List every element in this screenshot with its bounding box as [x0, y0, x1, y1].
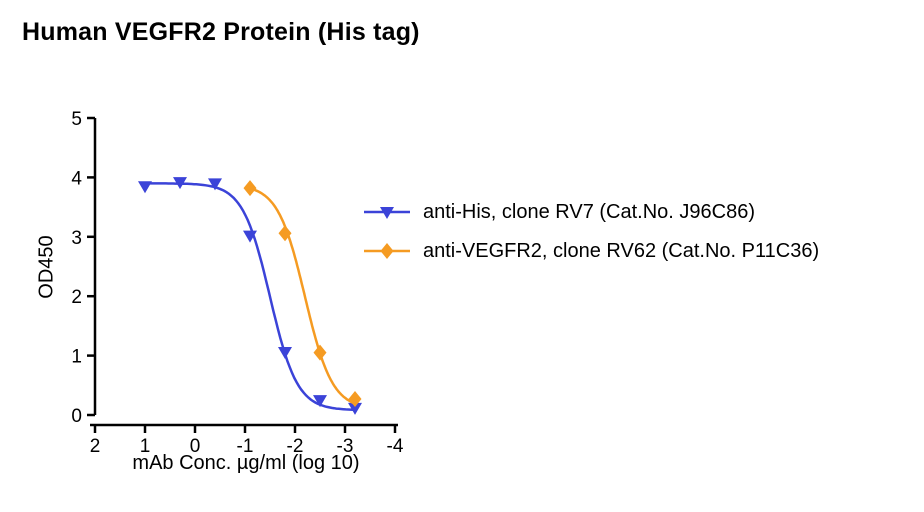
x-tick-label: 1: [140, 436, 151, 457]
triangle-down-marker-icon: [364, 207, 410, 219]
legend-item-anti-his: anti-His, clone RV7 (Cat.No. J96C86): [362, 199, 819, 225]
data-point-diamond: [243, 180, 257, 197]
data-point-triangle-down: [243, 230, 257, 243]
legend-diamond: [380, 243, 394, 259]
legend-triangle-down: [380, 207, 394, 219]
legend-label-anti-his: anti-His, clone RV7 (Cat.No. J96C86): [423, 200, 755, 223]
data-point-diamond: [278, 225, 292, 242]
legend-item-anti-vegfr2: anti-VEGFR2, clone RV62 (Cat.No. P11C36): [362, 238, 819, 264]
y-tick-label: 2: [71, 287, 82, 308]
x-tick-label: 2: [90, 436, 101, 457]
fit-curve: [249, 187, 357, 405]
y-tick-label: 1: [71, 347, 82, 368]
data-point-diamond: [313, 344, 327, 361]
data-point-triangle-down: [313, 395, 327, 408]
data-point-triangle-down: [208, 178, 222, 191]
legend: anti-His, clone RV7 (Cat.No. J96C86) ant…: [362, 199, 819, 277]
x-tick-label: -3: [337, 436, 354, 457]
data-point-triangle-down: [348, 402, 362, 415]
data-point-diamond: [348, 390, 362, 407]
x-tick-label: -1: [237, 436, 254, 457]
y-tick-label: 4: [71, 168, 82, 189]
y-tick-label: 5: [71, 109, 82, 130]
data-point-triangle-down: [138, 181, 152, 194]
data-point-triangle-down: [278, 347, 292, 360]
diamond-marker-icon: [364, 243, 410, 259]
data-point-triangle-down: [173, 177, 187, 190]
y-tick-label: 0: [71, 406, 82, 427]
x-axis-label: mAb Conc. µg/ml (log 10): [132, 452, 360, 474]
x-tick-label: -2: [287, 436, 304, 457]
chart-title: Human VEGFR2 Protein (His tag): [22, 18, 420, 46]
x-tick-label: 0: [190, 436, 201, 457]
legend-label-anti-vegfr2: anti-VEGFR2, clone RV62 (Cat.No. P11C36): [423, 239, 820, 262]
fit-curve: [143, 182, 357, 412]
x-tick-label: -4: [387, 436, 404, 457]
y-tick-label: 3: [71, 228, 82, 249]
